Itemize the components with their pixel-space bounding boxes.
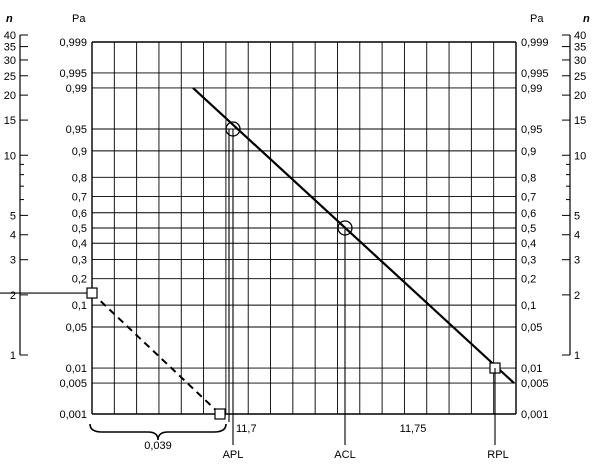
dashed-line — [91, 292, 221, 415]
pa-tick-label-right: 0,6 — [521, 208, 536, 220]
n-tick-label-left: 25 — [4, 71, 16, 83]
brace — [89, 423, 227, 441]
pa-tick-label-right: 0,005 — [521, 378, 549, 390]
point-square-dashed-start — [86, 287, 98, 299]
pa-tick-label-left: 0,3 — [72, 255, 87, 267]
x-label-ACL: ACL — [334, 449, 355, 461]
pa-tick-label-left: 0,99 — [66, 83, 87, 95]
n-tick-label-right: 2 — [574, 290, 580, 302]
pa-tick-label-right: 0,99 — [521, 83, 542, 95]
point-square-dashed-end — [214, 408, 226, 420]
pa-tick-label-right: 0,4 — [521, 238, 536, 250]
pa-tick-label-left: 0,05 — [66, 322, 87, 334]
pa-tick-label-left: 0,005 — [59, 378, 87, 390]
pa-tick-label-left: 0,4 — [72, 238, 87, 250]
pa-tick-label-right: 0,3 — [521, 255, 536, 267]
n-tick-label-right: 15 — [574, 115, 586, 127]
n-tick-label-left: 20 — [4, 90, 16, 102]
pa-tick-label-right: 0,2 — [521, 274, 536, 286]
grid — [91, 41, 517, 415]
n-tick-label-right: 30 — [574, 55, 586, 67]
pa-tick-label-right: 0,8 — [521, 172, 536, 184]
pa-tick-label-left: 0,995 — [59, 68, 87, 80]
pa-tick-label-right: 0,5 — [521, 223, 536, 235]
n-tick-label-left: 30 — [4, 55, 16, 67]
pa-tick-label-left: 0,1 — [72, 300, 87, 312]
pa-tick-label-right: 0,001 — [521, 409, 549, 421]
n-tick-label-left: 40 — [4, 30, 16, 42]
n-tick-label-right: 4 — [574, 230, 580, 242]
n-tick-label-left: 10 — [4, 150, 16, 162]
pa-tick-label-left: 0,7 — [72, 191, 87, 203]
pa-tick-label-left: 0,5 — [72, 223, 87, 235]
annotation-11-7: 11,7 — [236, 423, 257, 435]
pa-axis-label-right: Pa — [530, 13, 544, 25]
annotation-0-039: 0,039 — [144, 440, 172, 452]
pa-tick-label-right: 0,9 — [521, 146, 536, 158]
n-tick-label-right: 20 — [574, 90, 586, 102]
pa-tick-label-left: 0,9 — [72, 146, 87, 158]
pa-tick-label-left: 0,001 — [59, 409, 87, 421]
annotation-11-75: 11,75 — [400, 423, 427, 435]
n-tick-label-left: 4 — [10, 230, 16, 242]
pa-tick-label-left: 0,2 — [72, 274, 87, 286]
n-tick-label-right: 1 — [574, 350, 580, 362]
pa-tick-label-right: 0,7 — [521, 191, 536, 203]
n-tick-label-left: 15 — [4, 115, 16, 127]
pa-tick-label-left: 0,6 — [72, 208, 87, 220]
pa-tick-label-right: 0,95 — [521, 124, 542, 136]
x-label-RPL: RPL — [487, 449, 508, 461]
pa-tick-label-right: 0,01 — [521, 363, 542, 375]
n-axis-label-left: n — [6, 13, 13, 25]
n-tick-label-right: 25 — [574, 71, 586, 83]
pa-tick-label-left: 0,95 — [66, 124, 87, 136]
pa-tick-label-right: 0,05 — [521, 322, 542, 334]
n-tick-label-left: 3 — [10, 255, 16, 267]
pa-tick-label-right: 0,999 — [521, 37, 549, 49]
n-tick-label-right: 35 — [574, 42, 586, 54]
n-tick-label-left: 1 — [10, 350, 16, 362]
n-tick-label-left: 5 — [10, 210, 16, 222]
pa-tick-label-left: 0,999 — [59, 37, 87, 49]
n-tick-label-right: 10 — [574, 150, 586, 162]
pa-tick-label-right: 0,995 — [521, 68, 549, 80]
pa-tick-label-left: 0,01 — [66, 363, 87, 375]
data-lines — [0, 87, 515, 445]
n-axis-label-right: n — [583, 13, 590, 25]
pa-tick-label-left: 0,8 — [72, 172, 87, 184]
n-tick-label-right: 5 — [574, 210, 580, 222]
n-tick-label-left: 2 — [10, 290, 16, 302]
n-tick-label-right: 3 — [574, 255, 580, 267]
annotations: 11,7 11,75 0,039 APL ACL RPL — [89, 423, 509, 461]
pa-axis-label-left: Pa — [72, 13, 86, 25]
solid-operating-line — [192, 87, 515, 384]
pa-tick-label-right: 0,1 — [521, 300, 536, 312]
n-tick-label-right: 40 — [574, 30, 586, 42]
x-label-APL: APL — [223, 449, 244, 461]
n-tick-label-left: 35 — [4, 42, 16, 54]
